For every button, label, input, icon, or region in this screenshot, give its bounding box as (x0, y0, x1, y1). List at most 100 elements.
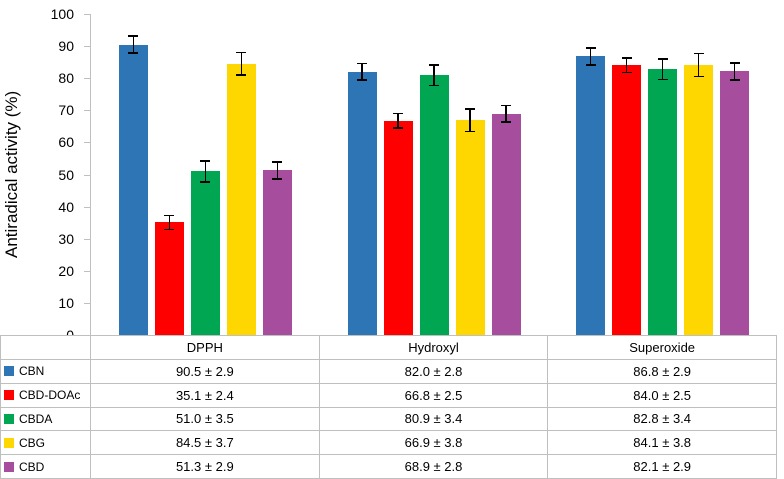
legend-label: CBG (19, 435, 46, 450)
y-tick-mark (84, 270, 91, 272)
value-cell-cbd-doac-hydroxyl: 66.8 ± 2.5 (319, 383, 549, 408)
legend-cell-cbg: CBG (1, 431, 91, 456)
error-cap-bottom (236, 74, 247, 76)
y-tick-label: 80 (58, 70, 74, 87)
error-bar (132, 35, 135, 54)
bar-cbd-hydroxyl (491, 104, 521, 335)
bar-cbn-superoxide (576, 47, 606, 335)
error-cap-bottom (128, 52, 139, 54)
plot-area (84, 14, 777, 336)
bar-cbg-superoxide (684, 52, 714, 335)
error-cap-top (357, 62, 367, 65)
value-cell-cbda-dpph: 51.0 ± 3.5 (91, 407, 320, 432)
legend-label: CBN (19, 364, 45, 379)
error-cap-bottom (357, 79, 367, 81)
category-label-hydroxyl: Hydroxyl (319, 336, 549, 360)
error-cap-top (393, 112, 403, 115)
y-tick-label: 70 (58, 102, 74, 119)
y-axis: 0102030405060708090100 (0, 6, 90, 343)
error-cap-top (729, 62, 740, 64)
error-cap-bottom (465, 130, 475, 133)
error-bar (433, 64, 435, 87)
legend-cell-cbn: CBN (1, 359, 91, 384)
y-tick-mark (84, 206, 91, 208)
value-cell-cbg-dpph: 84.5 ± 3.7 (91, 431, 320, 456)
value-cell-cbd-hydroxyl: 68.9 ± 2.8 (319, 455, 549, 479)
bar-cbd-dpph (262, 161, 292, 335)
bar-group-dpph (91, 14, 320, 335)
y-tick-label: 60 (58, 134, 74, 151)
legend-cell-cbd: CBD (1, 455, 91, 479)
bar-cbg-hydroxyl (455, 108, 485, 335)
error-bar (276, 161, 279, 180)
y-tick-mark (84, 110, 91, 112)
bar-cbda-superoxide (648, 58, 678, 335)
y-tick-label: 20 (58, 262, 74, 279)
value-cell-cbd-doac-superoxide: 84.0 ± 2.5 (548, 383, 777, 408)
value-cell-cbd-dpph: 51.3 ± 2.9 (91, 455, 320, 479)
error-cap-top (128, 35, 139, 37)
error-bar (469, 108, 471, 133)
chart-area: Antiradical activity (%) 010203040506070… (0, 6, 777, 343)
legend-swatch (4, 413, 14, 424)
value-cell-cbg-hydroxyl: 66.9 ± 3.8 (319, 431, 549, 456)
y-tick-mark (84, 302, 91, 304)
data-table: DPPH Hydroxyl Superoxide CBN 90.5 ± 2.9 82.0 … (0, 335, 777, 479)
value-cell-cbda-hydroxyl: 80.9 ± 3.4 (319, 407, 549, 432)
y-tick-mark (84, 174, 91, 176)
error-cap-bottom (501, 121, 511, 123)
bar-cbd-doac-hydroxyl (383, 112, 413, 335)
error-cap-bottom (272, 178, 283, 180)
error-bar (240, 51, 243, 76)
error-cap-top (465, 108, 475, 110)
error-cap-top (657, 58, 668, 60)
y-tick-label: 40 (58, 198, 74, 215)
error-cap-bottom (164, 228, 175, 231)
error-cap-top (501, 104, 511, 107)
error-cap-top (200, 160, 211, 162)
legend-swatch (4, 390, 14, 401)
error-cap-bottom (429, 84, 439, 87)
legend-label: CBD-DOAc (19, 388, 81, 403)
bar-cbd-doac-superoxide (612, 57, 642, 335)
error-cap-top (164, 214, 175, 217)
table-corner-cell (1, 336, 91, 360)
y-tick-mark (84, 78, 91, 80)
error-cap-top (272, 161, 283, 163)
category-label-dpph: DPPH (91, 336, 320, 360)
bar-cbd-superoxide (720, 62, 750, 335)
error-bar (397, 112, 399, 129)
error-cap-top (236, 51, 247, 54)
error-bar (361, 62, 363, 81)
bar-group-hydroxyl (320, 14, 549, 335)
legend-swatch (4, 366, 14, 377)
error-cap-bottom (585, 64, 596, 66)
value-cell-cbg-superoxide: 84.1 ± 3.8 (548, 431, 777, 456)
legend-label: CBD (19, 459, 45, 474)
error-cap-bottom (657, 78, 668, 81)
error-bar (661, 58, 664, 81)
bar-cbn-hydroxyl (347, 62, 377, 335)
y-tick-mark (84, 46, 91, 48)
error-cap-bottom (693, 75, 704, 78)
legend-cell-cbda: CBDA (1, 407, 91, 432)
error-cap-top (429, 64, 439, 66)
error-bar (625, 57, 628, 74)
error-cap-bottom (200, 181, 211, 183)
y-tick-label: 90 (58, 38, 74, 55)
legend-swatch (4, 437, 14, 448)
bar-group-superoxide (548, 14, 777, 335)
y-tick-label: 10 (58, 294, 74, 311)
value-cell-cbn-dpph: 90.5 ± 2.9 (91, 359, 320, 384)
bar-cbn-dpph (118, 35, 148, 335)
error-cap-bottom (393, 127, 403, 129)
error-cap-top (693, 52, 704, 55)
error-cap-top (621, 57, 632, 59)
y-tick-label: 100 (50, 6, 74, 22)
value-cell-cbd-superoxide: 82.1 ± 2.9 (548, 455, 777, 479)
legend-cell-cbd-doac: CBD-DOAc (1, 383, 91, 408)
error-bar (697, 52, 700, 78)
bar-cbda-hydroxyl (419, 64, 449, 335)
error-bar (505, 104, 507, 123)
